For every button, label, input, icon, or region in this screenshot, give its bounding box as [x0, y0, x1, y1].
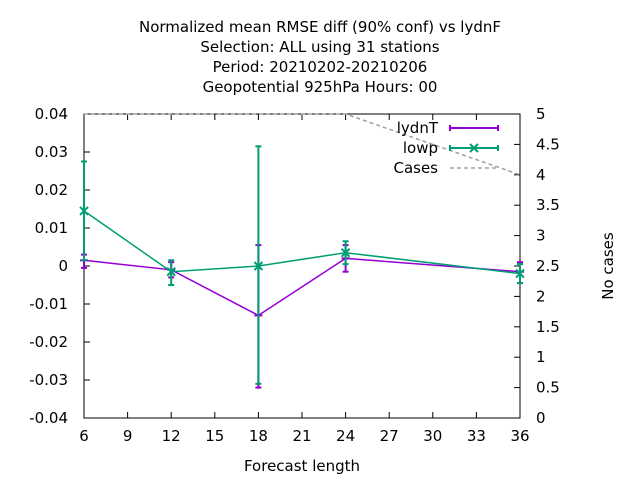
series-line	[83, 257, 521, 317]
x-tick-label: 21	[292, 427, 311, 445]
x-tick-label: 18	[249, 427, 268, 445]
data-point	[79, 206, 89, 216]
legend: lydnT lowp Cases	[393, 119, 499, 177]
series-lowp	[79, 145, 525, 385]
y2-tick-label: 2.5	[536, 257, 560, 275]
y2-tick-label: 3	[536, 227, 546, 245]
data-point	[340, 247, 351, 258]
y2-tick-label: 1.5	[536, 318, 560, 336]
y-tick-label: -0.01	[29, 295, 68, 313]
x-tick-label: 12	[162, 427, 181, 445]
y-tick-label: -0.04	[29, 409, 68, 427]
y2-tick-label: 0.5	[536, 379, 560, 397]
y2-tick-label: 5	[536, 105, 546, 123]
cases-line	[84, 113, 521, 176]
y-tick-label: 0.03	[35, 143, 68, 161]
x-tick-label: 15	[205, 427, 224, 445]
x-axis-label: Forecast length	[244, 457, 360, 475]
x-tick-label: 36	[510, 427, 529, 445]
x-tick-label: 9	[123, 427, 133, 445]
data-point	[515, 268, 525, 279]
y2-tick-label: 2	[536, 287, 546, 305]
series-cases	[84, 113, 521, 176]
y2-tick-label: 4.5	[536, 135, 560, 153]
legend-label: lowp	[403, 139, 438, 157]
x-tick-label: 6	[79, 427, 89, 445]
y2-axis: 0 0.5 1 1.5 2 2.5 3 3.5 4 4.5 5	[514, 105, 560, 427]
x-tick-label: 24	[336, 427, 355, 445]
y2-axis-label: No cases	[599, 232, 617, 300]
y2-tick-label: 4	[536, 166, 546, 184]
data-point	[253, 261, 264, 271]
y2-tick-label: 3.5	[536, 196, 560, 214]
title-line-2: Selection: ALL using 31 stations	[200, 38, 439, 56]
x-axis: 6 9 12 15 18 21 24 27 30 33 36	[79, 114, 530, 445]
title-line-4: Geopotential 925hPa Hours: 00	[203, 78, 438, 96]
series-line	[83, 210, 521, 275]
y-tick-label: 0.02	[35, 181, 68, 199]
title-line-3: Period: 20210202-20210206	[213, 58, 428, 76]
legend-label: lydnT	[397, 119, 439, 137]
y2-tick-label: 1	[536, 348, 546, 366]
legend-label: Cases	[393, 159, 438, 177]
y-tick-label: -0.03	[29, 371, 68, 389]
y-tick-label: -0.02	[29, 333, 68, 351]
x-tick-label: 30	[423, 427, 442, 445]
y-tick-label: 0.04	[35, 105, 68, 123]
x-tick-label: 27	[380, 427, 399, 445]
y-axis: -0.04 -0.03 -0.02 -0.01 0 0.01 0.02 0.03 0.04	[29, 105, 90, 427]
chart-title: Normalized mean RMSE diff (90% conf) vs …	[139, 18, 501, 96]
series-layer	[79, 113, 525, 389]
title-line-1: Normalized mean RMSE diff (90% conf) vs …	[139, 18, 501, 36]
x-tick-label: 33	[467, 427, 486, 445]
y-tick-label: 0	[58, 257, 68, 275]
y2-tick-label: 0	[536, 409, 546, 427]
data-point	[166, 266, 176, 277]
y-tick-label: 0.01	[35, 219, 68, 237]
